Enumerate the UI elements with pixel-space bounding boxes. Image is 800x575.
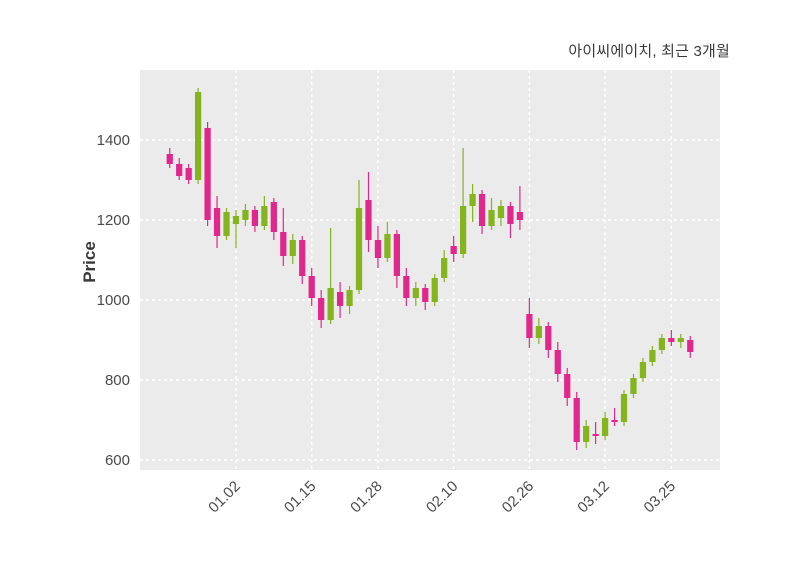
candle-body [649,350,656,362]
y-tick-label: 1000 [97,292,130,309]
candle-body [289,240,296,256]
candle-body [677,338,684,342]
x-tick-label: 01.02 [205,478,244,517]
plot-background [140,70,720,470]
x-tick-label: 02.10 [423,478,462,517]
candle-body [469,194,476,206]
candle-body [280,232,287,256]
candle-body [232,216,240,224]
candle-body [573,398,580,442]
x-tick-label: 03.25 [641,478,680,517]
candle-body [441,258,448,278]
candle-body [535,326,542,338]
candle-body [516,212,524,220]
candle-body [460,206,467,254]
candle-body [393,234,400,276]
candle-body [630,378,637,394]
candle-body [507,206,514,224]
candle-body [526,314,533,338]
y-tick-label: 1400 [97,132,130,149]
candle-body [223,212,230,236]
candle-body [251,210,259,226]
candle-body [620,394,628,422]
x-tick-label: 03.12 [574,478,613,517]
candle-body [554,350,561,374]
y-tick-label: 600 [105,452,130,469]
candle-body [213,208,221,236]
candle-body [355,208,363,290]
candle-body [422,288,429,302]
candle-body [611,420,618,422]
candle-body [592,434,599,436]
candle-body [564,374,571,398]
candle-body [318,298,325,320]
x-tick-label: 01.15 [281,478,320,517]
candle-body [204,128,211,220]
y-tick-label: 1200 [97,212,130,229]
candle-body [242,210,249,220]
candle-body [195,92,202,180]
candle-body [450,246,457,254]
candle-body [687,340,694,352]
candle-body [384,234,391,258]
candle-body [583,426,590,442]
candle-body [374,240,382,258]
candle-body [412,288,419,298]
candle-body [601,418,609,436]
x-tick-label: 02.26 [499,478,538,517]
candle-body [545,326,552,350]
x-tick-label: 01.28 [347,478,386,517]
candle-body [488,210,495,226]
candle-body [327,288,334,320]
candle-body [346,290,353,306]
candle-body [403,276,410,298]
y-tick-label: 800 [105,372,130,389]
candle-body [299,240,306,276]
candle-body [497,206,505,218]
candle-body [185,168,192,180]
candle-body [166,154,173,164]
candle-body [639,362,647,378]
chart-title: 아이씨에이치, 최근 3개월 [568,43,730,60]
candle-body [336,292,344,306]
candle-body [270,202,277,232]
candle-body [308,276,315,298]
candle-body [176,164,183,176]
candle-body [431,278,438,302]
candle-body [668,338,675,342]
candle-body [658,338,665,350]
candle-body [365,200,372,240]
candle-body [478,194,486,226]
candle-body [261,206,268,226]
